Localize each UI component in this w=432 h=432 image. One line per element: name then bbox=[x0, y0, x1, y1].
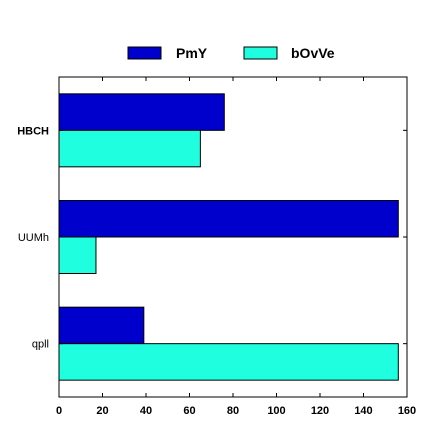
legend-label-bOvVe: bOvVe bbox=[291, 45, 335, 61]
x-tick-label: 40 bbox=[140, 405, 152, 417]
x-tick-label: 140 bbox=[354, 405, 372, 417]
x-tick-label: 120 bbox=[311, 405, 329, 417]
bar-PmY-HBCH bbox=[58, 93, 225, 131]
bar-PmY-qpll bbox=[58, 306, 145, 345]
x-tick-label: 80 bbox=[227, 405, 239, 417]
y-tick-label: HBCH bbox=[17, 125, 49, 137]
bar-bOvVe-qpll bbox=[58, 343, 399, 381]
chart-legend: PmY bOvVe bbox=[127, 45, 335, 61]
x-tick-label: 0 bbox=[56, 405, 62, 417]
y-tick-label: UUMh bbox=[18, 232, 49, 244]
x-tick-label: 160 bbox=[398, 405, 416, 417]
legend-swatch-bOvVe bbox=[243, 46, 278, 60]
bars-group bbox=[58, 93, 399, 381]
x-tick-label: 20 bbox=[96, 405, 108, 417]
bar-bOvVe-HBCH bbox=[58, 129, 201, 168]
legend-swatch-PmY bbox=[127, 46, 162, 60]
y-axis: HBCH UUMh qpll bbox=[17, 125, 407, 351]
x-axis: 0 20 40 60 80 100 120 140 160 bbox=[56, 77, 416, 417]
bar-PmY-UUMh bbox=[58, 200, 399, 238]
legend-label-PmY: PmY bbox=[176, 45, 208, 61]
x-tick-label: 100 bbox=[267, 405, 285, 417]
x-tick-label: 60 bbox=[183, 405, 195, 417]
y-tick-label: qpll bbox=[32, 339, 49, 351]
bar-bOvVe-UUMh bbox=[58, 236, 97, 274]
